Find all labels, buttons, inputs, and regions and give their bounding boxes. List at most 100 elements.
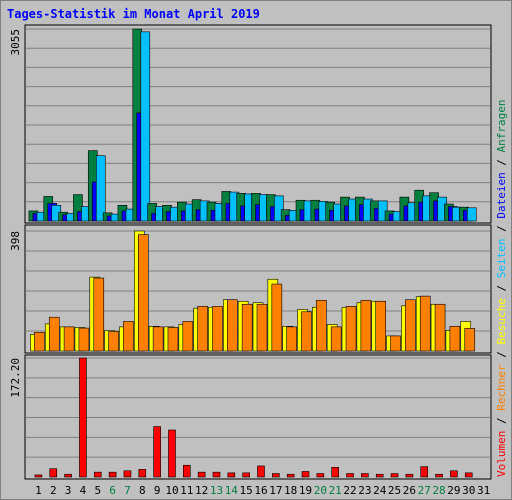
legend-separator: /	[495, 278, 508, 298]
day-label-11: 11	[180, 484, 193, 497]
bar-rechner-day-25	[390, 335, 401, 352]
bar-rechner-day-2	[48, 316, 60, 352]
bar-volumen-day-19	[301, 471, 310, 478]
bar-rechner-day-7	[123, 321, 134, 352]
bar-rechner-day-15	[241, 303, 253, 352]
day-label-27: 27	[418, 484, 431, 497]
y-max-label-bottom: 172.20	[9, 358, 22, 398]
bar-rechner-day-3	[63, 326, 75, 352]
bar-volumen-day-14	[227, 472, 236, 478]
legend: Volumen / Rechner / Besuche / Seiten / D…	[495, 99, 508, 477]
bar-volumen-day-16	[257, 465, 265, 478]
bar-volumen-day-11	[183, 464, 191, 478]
bar-rechner-day-8	[137, 234, 149, 352]
bar-rechner-day-16	[256, 303, 268, 352]
day-label-31: 31	[477, 484, 490, 497]
day-label-7: 7	[124, 484, 131, 497]
bar-rechner-day-20	[316, 300, 327, 352]
day-label-12: 12	[195, 484, 208, 497]
bar-volumen-day-8	[138, 469, 147, 478]
bar-volumen-day-20	[316, 473, 325, 478]
day-label-30: 30	[462, 484, 475, 497]
bar-rechner-day-14	[227, 299, 238, 352]
legend-seiten: Seiten	[495, 239, 508, 279]
bar-volumen-day-13	[212, 471, 221, 478]
bar-volumen-day-10	[168, 429, 176, 478]
day-label-18: 18	[284, 484, 297, 497]
bar-seiten-day-30	[466, 207, 477, 222]
legend-anfragen: Anfragen	[495, 99, 508, 152]
day-label-25: 25	[388, 484, 401, 497]
bar-rechner-day-12	[197, 306, 208, 352]
day-label-26: 26	[403, 484, 416, 497]
bar-rechner-day-17	[271, 283, 283, 352]
day-label-24: 24	[373, 484, 387, 497]
bar-volumen-day-6	[108, 471, 117, 478]
bar-volumen-day-27	[420, 466, 429, 478]
bar-rechner-day-5	[93, 277, 105, 352]
day-label-4: 4	[80, 484, 87, 497]
bar-rechner-day-1	[34, 332, 45, 352]
day-label-6: 6	[109, 484, 116, 497]
bar-volumen-day-1	[34, 474, 43, 478]
bar-volumen-day-22	[346, 473, 354, 478]
bar-volumen-day-30	[464, 472, 473, 478]
bar-rechner-day-13	[212, 306, 223, 352]
bar-rechner-day-6	[108, 331, 119, 352]
bar-rechner-day-28	[434, 303, 446, 352]
day-label-2: 2	[50, 484, 57, 497]
bar-volumen-day-25	[390, 473, 399, 478]
bar-volumen-day-18	[286, 473, 295, 478]
bar-seiten-day-8	[140, 31, 151, 222]
day-label-17: 17	[269, 484, 282, 497]
legend-separator: /	[495, 411, 508, 431]
bar-volumen-day-24	[375, 473, 384, 478]
day-label-1: 1	[35, 484, 42, 497]
bar-rechner-day-24	[375, 300, 387, 352]
bar-rechner-day-30	[464, 328, 476, 352]
day-label-21: 21	[329, 484, 342, 497]
legend-separator: /	[495, 219, 508, 239]
legend-dateien: Dateien	[495, 172, 508, 218]
bar-volumen-day-12	[197, 471, 206, 478]
chart-title: Tages-Statistik im Monat April 2019	[7, 7, 260, 21]
bar-rechner-day-23	[360, 300, 372, 352]
day-label-9: 9	[154, 484, 161, 497]
bar-volumen-day-4	[79, 357, 87, 478]
bar-volumen-day-9	[153, 426, 161, 478]
day-label-10: 10	[165, 484, 178, 497]
bar-rechner-day-19	[301, 311, 312, 352]
bar-volumen-day-29	[450, 470, 458, 478]
bar-rechner-day-29	[449, 325, 461, 352]
bar-rechner-day-4	[78, 327, 90, 352]
bar-rechner-day-9	[152, 326, 164, 352]
bar-volumen-day-7	[123, 470, 132, 478]
bar-volumen-day-15	[242, 472, 250, 478]
legend-separator: /	[495, 152, 508, 172]
day-label-13: 13	[210, 484, 223, 497]
bar-volumen-day-2	[49, 468, 58, 478]
bar-rechner-day-10	[167, 327, 179, 352]
day-label-29: 29	[447, 484, 460, 497]
legend-rechner: Rechner	[495, 364, 508, 411]
legend-volumen: Volumen	[495, 431, 508, 477]
bar-rechner-day-27	[419, 295, 431, 352]
bar-volumen-day-21	[331, 467, 339, 478]
bar-volumen-day-23	[361, 473, 369, 478]
legend-separator: /	[495, 345, 508, 365]
day-label-3: 3	[65, 484, 72, 497]
day-label-20: 20	[314, 484, 327, 497]
day-label-15: 15	[240, 484, 253, 497]
day-label-28: 28	[432, 484, 445, 497]
bar-volumen-day-26	[405, 473, 414, 478]
bar-rechner-day-22	[345, 306, 357, 352]
bar-volumen-day-17	[272, 473, 280, 478]
day-label-22: 22	[343, 484, 356, 497]
bar-seiten-day-17	[274, 195, 284, 222]
bar-rechner-day-18	[286, 326, 297, 352]
bar-rechner-day-26	[405, 299, 416, 352]
day-label-5: 5	[94, 484, 101, 497]
bar-rechner-day-21	[330, 326, 342, 352]
